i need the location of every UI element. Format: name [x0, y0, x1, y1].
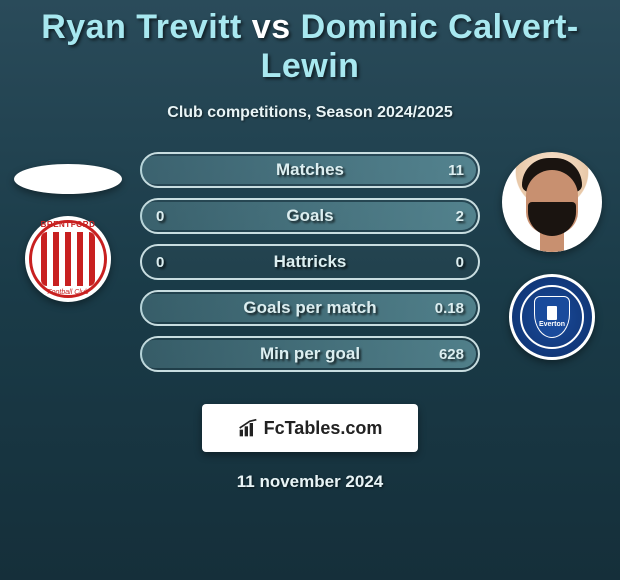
club-badge-left: BRENTFORD Football Club	[25, 216, 111, 302]
stat-value-left: 0	[156, 254, 164, 271]
brentford-toptext: BRENTFORD	[25, 220, 111, 229]
left-column: BRENTFORD Football Club	[8, 152, 128, 302]
everton-shield-icon: Everton	[534, 296, 570, 338]
stat-value-right: 0.18	[435, 300, 464, 317]
stat-value-left: 0	[156, 208, 164, 225]
stat-label: Min per goal	[260, 344, 360, 364]
player1-photo	[14, 164, 122, 194]
everton-tower-icon	[547, 306, 557, 320]
stat-label: Hattricks	[274, 252, 347, 272]
stat-label: Goals	[286, 206, 333, 226]
stat-value-right: 628	[439, 346, 464, 363]
brentford-script: Football Club	[25, 289, 111, 296]
stat-bar: Min per goal 628	[140, 336, 480, 372]
stat-bar: Matches 11	[140, 152, 480, 188]
chart-icon	[238, 418, 258, 438]
main-area: BRENTFORD Football Club Everton Match	[0, 152, 620, 392]
everton-label: Everton	[539, 321, 565, 328]
subtitle: Club competitions, Season 2024/2025	[0, 104, 620, 122]
stat-value-right: 0	[456, 254, 464, 271]
stat-value-right: 2	[456, 208, 464, 225]
branding-text: FcTables.com	[264, 418, 383, 439]
player1-name: Ryan Trevitt	[41, 8, 242, 46]
date-label: 11 november 2024	[0, 472, 620, 492]
comparison-title: Ryan Trevitt vs Dominic Calvert-Lewin	[0, 0, 620, 86]
stat-label: Matches	[276, 160, 344, 180]
player2-photo	[502, 152, 602, 252]
player2-face-icon	[502, 152, 602, 252]
vs-label: vs	[252, 8, 291, 46]
club-badge-right: Everton	[509, 274, 595, 360]
stat-value-right: 11	[448, 162, 464, 179]
branding-badge: FcTables.com	[202, 404, 418, 452]
stat-bars: Matches 11 0 Goals 2 0 Hattricks 0 Goals per mat…	[140, 152, 480, 372]
right-column: Everton	[492, 152, 612, 360]
player2-name: Dominic Calvert-Lewin	[261, 8, 579, 85]
stat-bar: 0 Hattricks 0	[140, 244, 480, 280]
brentford-stripes	[41, 232, 95, 286]
stat-label: Goals per match	[243, 298, 376, 318]
everton-ring: Everton	[520, 285, 584, 349]
stat-bar: 0 Goals 2	[140, 198, 480, 234]
stat-bar: Goals per match 0.18	[140, 290, 480, 326]
